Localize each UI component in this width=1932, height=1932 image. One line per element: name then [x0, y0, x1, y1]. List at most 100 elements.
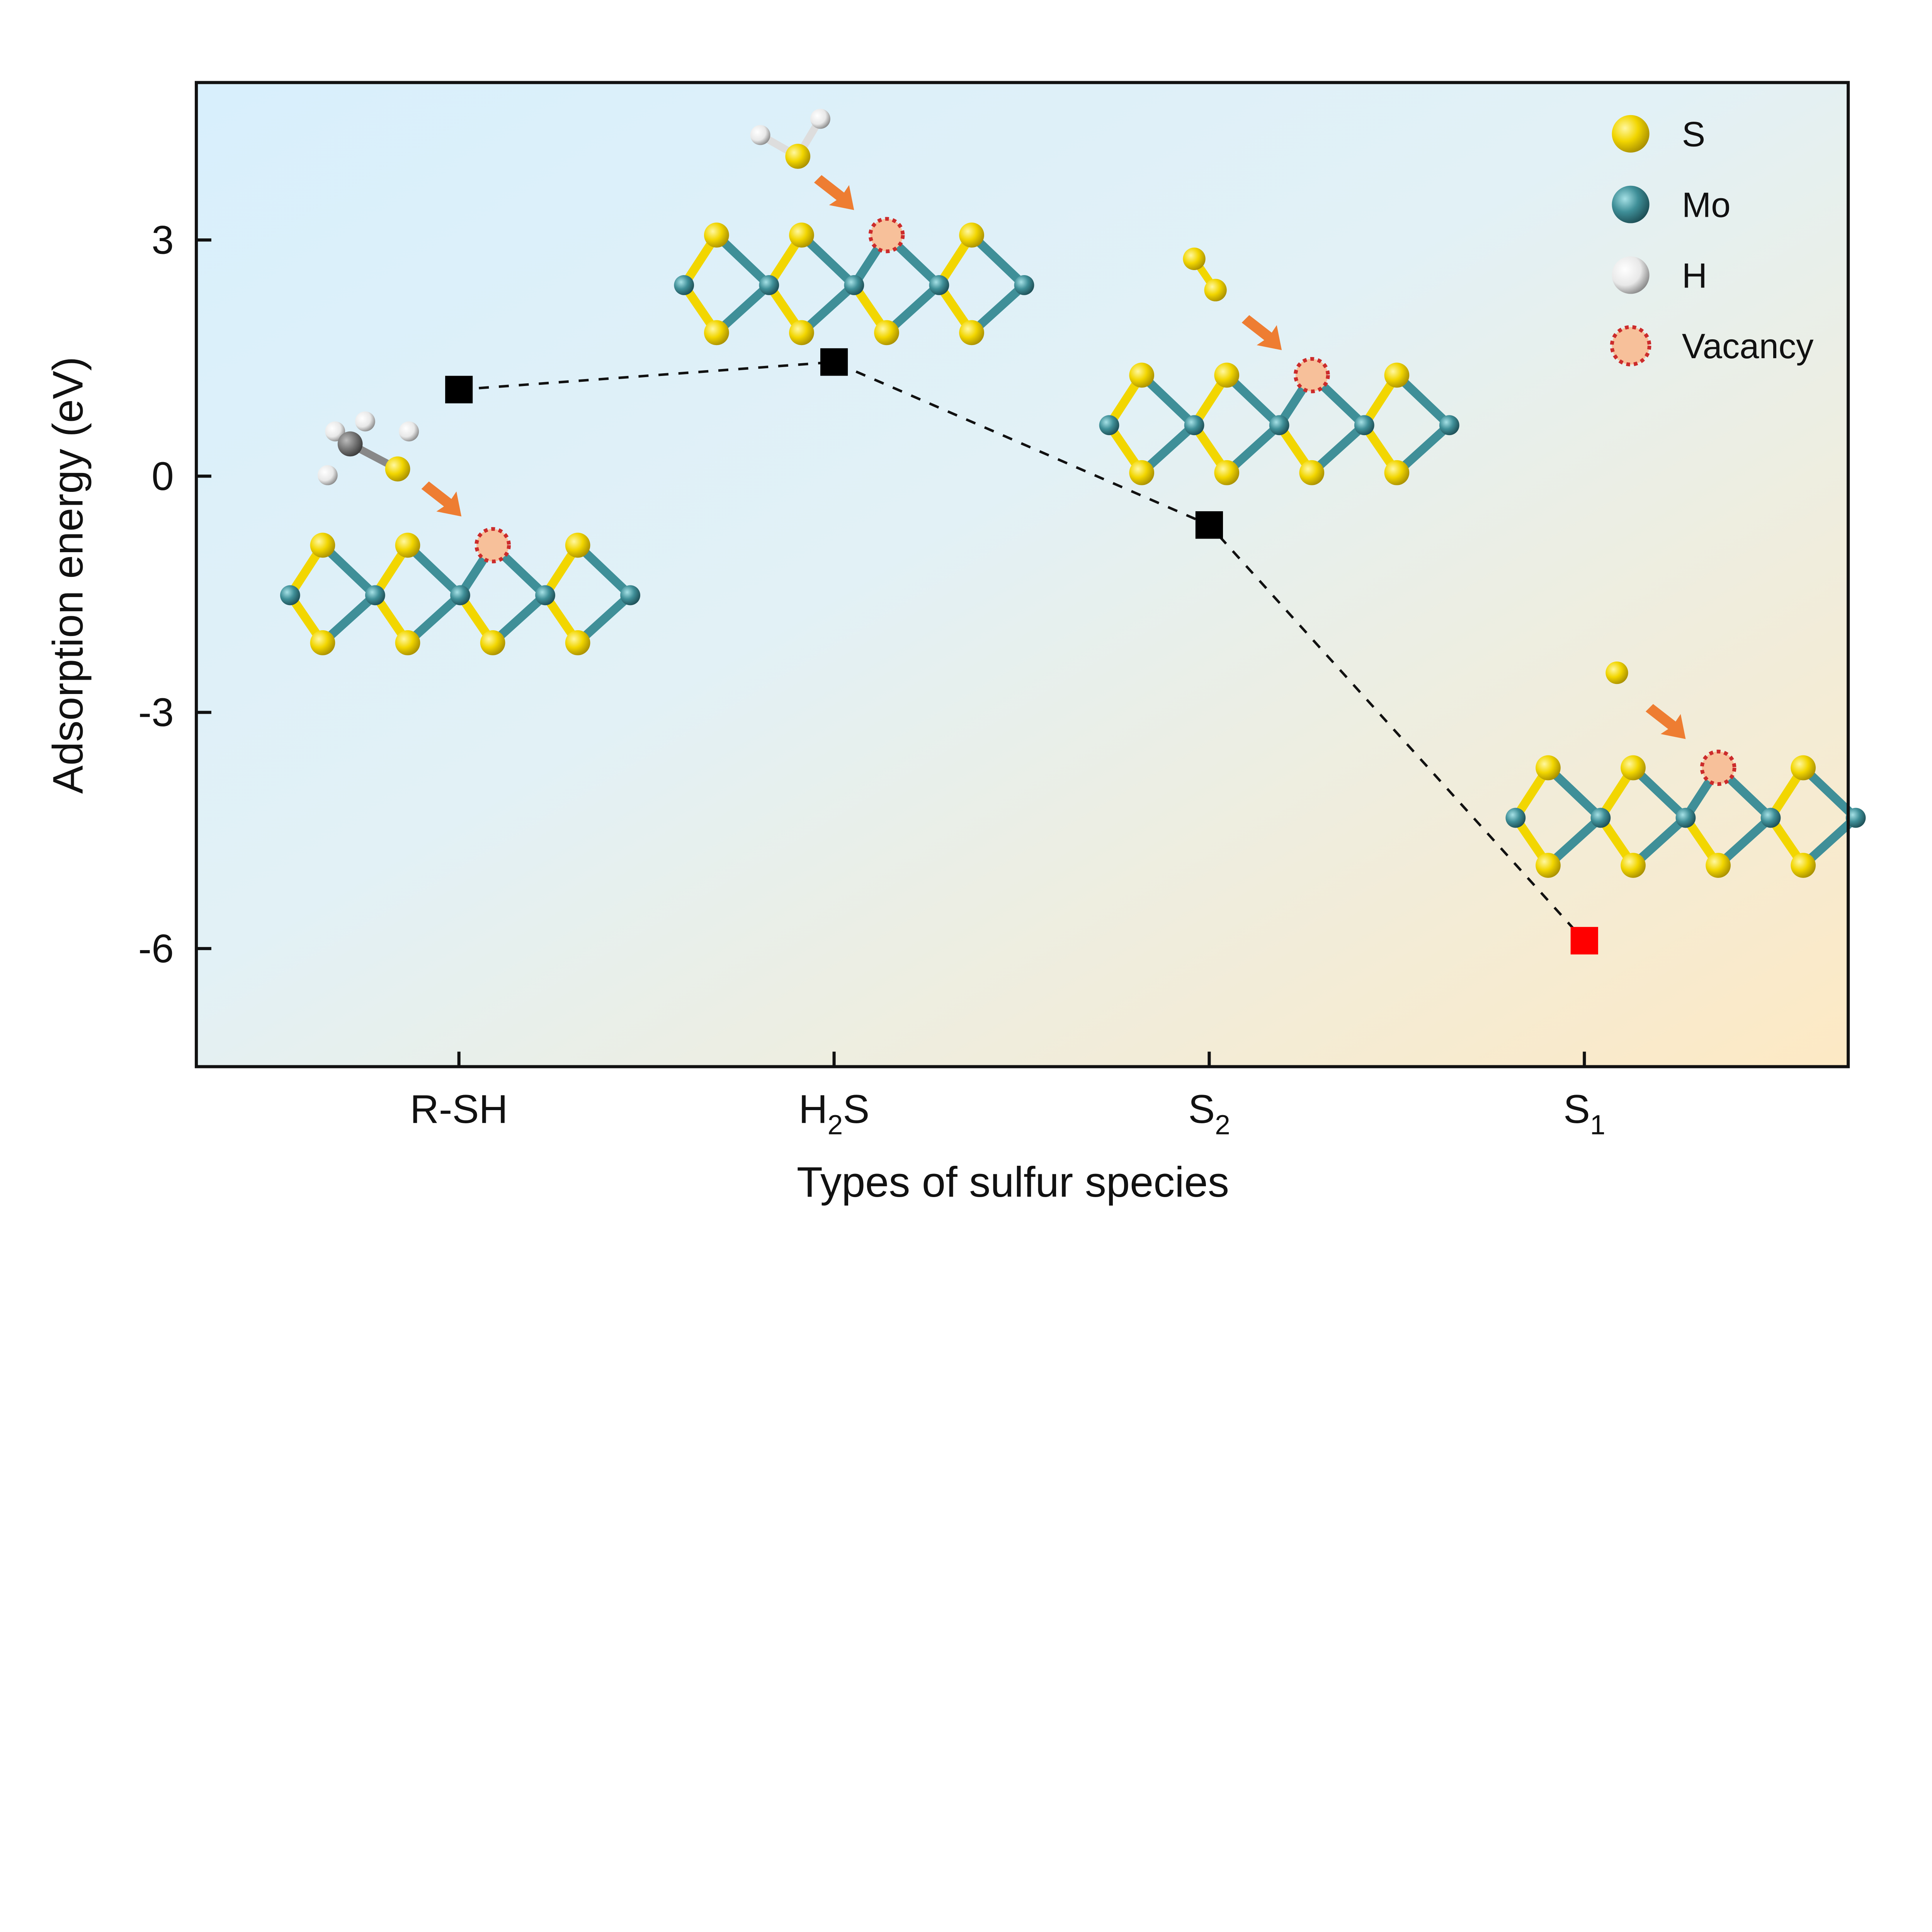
sulfur-atom [1214, 460, 1240, 485]
hydrogen-atom [325, 421, 345, 442]
mo-atom [620, 585, 640, 605]
sulfur-atom [1204, 279, 1227, 301]
sulfur-atom [1791, 853, 1816, 878]
y-tick-label: 3 [151, 218, 174, 262]
legend-swatch-h [1612, 256, 1650, 294]
legend-label: Vacancy [1682, 327, 1814, 366]
sulfur-atom [1791, 755, 1816, 781]
hydrogen-atom [399, 421, 419, 442]
sulfur-atom [1706, 853, 1731, 878]
mo-atom [929, 275, 949, 295]
mo-atom [450, 585, 470, 605]
sulfur-atom [1384, 362, 1410, 388]
data-point-marker [445, 376, 473, 403]
sulfur-atom [1536, 755, 1561, 781]
x-axis-ticks: R-SH H2S S2 S1 [410, 1051, 1605, 1140]
sulfur-atom [959, 320, 984, 345]
sulfur-atom [395, 630, 420, 655]
mos2-slab [1505, 750, 1866, 878]
x-axis-title: Types of sulfur species [797, 1158, 1229, 1206]
legend-label: Mo [1682, 185, 1731, 224]
y-tick-label: -3 [138, 690, 174, 735]
dashed-connector-line [459, 361, 1585, 942]
adsorption-energy-chart: 3 0 -3 -6 R-SH H2S S2 S1 Adsorption energy (eV… [44, 81, 1866, 1206]
mo-atom [1269, 415, 1289, 435]
vacancy-marker [474, 527, 511, 563]
mos2-slab [1099, 357, 1459, 485]
sulfur-atom [1536, 853, 1561, 878]
mo-atom [1014, 275, 1034, 295]
sulfur-atom [874, 320, 899, 345]
mo-atom [674, 275, 694, 295]
sulfur-atom [1621, 755, 1646, 781]
legend-swatch-vacancy [1610, 325, 1651, 367]
carbon-atom [337, 431, 363, 457]
sulfur-atom [395, 532, 420, 558]
rsh-molecule [318, 411, 462, 517]
x-tick-label: H2S [799, 1087, 869, 1140]
legend: S Mo H Vacancy [1610, 115, 1814, 367]
s2-molecule [1183, 247, 1282, 350]
mo-atom [280, 585, 300, 605]
sulfur-atom [1214, 362, 1240, 388]
sulfur-atom [704, 223, 729, 248]
y-axis-title: Adsorption energy (eV) [44, 357, 92, 794]
mo-atom [365, 585, 385, 605]
hydrogen-atom [810, 109, 830, 129]
mo-atom [1675, 808, 1696, 828]
arrow-icon [1645, 704, 1686, 739]
sulfur-atom [565, 532, 590, 558]
x-tick-label: S1 [1563, 1087, 1605, 1140]
mos2-slab [674, 217, 1034, 345]
mo-atom [1505, 808, 1526, 828]
mo-atom [535, 585, 555, 605]
vacancy-marker [868, 217, 905, 253]
sulfur-atom [1129, 362, 1155, 388]
arrow-icon [814, 175, 854, 210]
mo-atom [844, 275, 864, 295]
mo-atom [1590, 808, 1611, 828]
h2s-molecule [750, 109, 854, 210]
y-axis-ticks: 3 0 -3 -6 [138, 218, 211, 971]
sulfur-atom [1129, 460, 1155, 485]
arrow-icon [421, 481, 462, 517]
sulfur-atom [385, 456, 410, 481]
structure-illustrations [280, 109, 1866, 878]
y-tick-label: -6 [138, 926, 174, 971]
data-markers [445, 348, 1598, 955]
s1-atom [1605, 661, 1686, 739]
sulfur-atom [789, 320, 814, 345]
mos2-slab [280, 527, 640, 655]
legend-swatch-s [1612, 115, 1650, 153]
sulfur-atom [785, 144, 811, 169]
sulfur-atom [789, 223, 814, 248]
mo-atom [1845, 808, 1866, 828]
data-point-marker [1195, 511, 1223, 539]
arrow-icon [1242, 315, 1282, 350]
vacancy-marker [1293, 357, 1330, 393]
sulfur-atom [1183, 247, 1206, 270]
mo-atom [1184, 415, 1204, 435]
mo-atom [1760, 808, 1781, 828]
sulfur-atom [1299, 460, 1325, 485]
mo-atom [1439, 415, 1459, 435]
mo-atom [759, 275, 779, 295]
legend-label: H [1682, 256, 1707, 295]
sulfur-atom [959, 223, 984, 248]
hydrogen-atom [318, 465, 338, 485]
sulfur-atom [1384, 460, 1410, 485]
x-tick-label: R-SH [410, 1087, 508, 1131]
sulfur-atom [1621, 853, 1646, 878]
x-tick-label: S2 [1188, 1087, 1230, 1140]
vacancy-marker [1700, 750, 1736, 786]
sulfur-atom [1605, 661, 1628, 684]
y-tick-label: 0 [151, 454, 174, 498]
sulfur-atom [310, 532, 335, 558]
mo-atom [1099, 415, 1119, 435]
sulfur-atom [565, 630, 590, 655]
hydrogen-atom [750, 125, 770, 145]
plot-frame [195, 81, 1850, 1068]
mo-atom [1354, 415, 1374, 435]
data-point-marker [1570, 927, 1598, 955]
legend-label: S [1682, 115, 1705, 154]
